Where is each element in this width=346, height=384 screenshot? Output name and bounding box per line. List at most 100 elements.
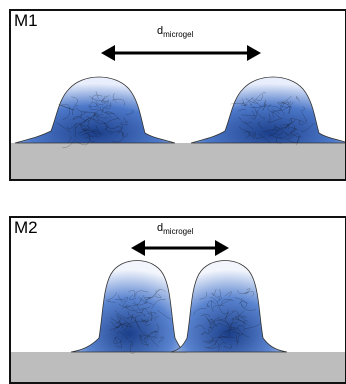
fiber-strand bbox=[209, 296, 219, 305]
fiber-strand bbox=[122, 296, 129, 307]
fiber-strand bbox=[115, 298, 125, 303]
fiber-strand bbox=[154, 289, 161, 295]
fiber-strand bbox=[144, 297, 151, 299]
fiber-strand bbox=[73, 123, 87, 127]
fiber-strand bbox=[241, 332, 250, 338]
arrow-head-left bbox=[101, 45, 115, 61]
fiber-strand bbox=[244, 134, 255, 139]
fiber-strand bbox=[271, 103, 285, 112]
fiber-strand bbox=[58, 104, 74, 111]
fiber-strand bbox=[144, 337, 149, 346]
distance-label: dmicrogel bbox=[157, 25, 194, 39]
fiber-strand bbox=[217, 298, 232, 308]
fiber-strand bbox=[208, 336, 224, 344]
fiber-strand bbox=[277, 101, 289, 103]
fiber-strand bbox=[290, 132, 299, 138]
fiber-strand bbox=[81, 131, 96, 136]
fiber-strand bbox=[87, 126, 93, 131]
fiber-strand bbox=[151, 298, 166, 309]
fiber-strand bbox=[282, 119, 295, 125]
fiber-strand bbox=[285, 124, 290, 130]
fiber-strand bbox=[290, 126, 298, 130]
fiber-strand bbox=[207, 342, 219, 349]
fiber-strand bbox=[230, 322, 238, 329]
fiber-strand bbox=[218, 329, 234, 339]
fiber-strand bbox=[194, 325, 205, 330]
fiber-strand bbox=[134, 317, 140, 327]
fiber-strand bbox=[241, 101, 247, 106]
fiber-strand bbox=[244, 320, 249, 323]
fiber-strand bbox=[206, 300, 216, 308]
fiber-strand bbox=[67, 123, 78, 130]
fiber-strand bbox=[130, 314, 134, 322]
fiber-strand bbox=[107, 300, 116, 303]
fiber-strand bbox=[289, 125, 295, 133]
fiber-network bbox=[56, 90, 315, 149]
fiber-strand bbox=[84, 119, 89, 127]
fiber-strand bbox=[93, 112, 100, 119]
fiber-strand bbox=[193, 308, 207, 315]
fiber-strand bbox=[140, 307, 144, 314]
fiber-strand bbox=[102, 102, 112, 110]
fiber-strand bbox=[146, 293, 157, 300]
microgel-left bbox=[14, 76, 176, 144]
fiber-strand bbox=[268, 127, 280, 137]
fiber-strand bbox=[241, 114, 256, 117]
fiber-strand bbox=[77, 128, 90, 134]
fiber-strand bbox=[95, 90, 99, 100]
fiber-strand bbox=[138, 296, 153, 305]
fiber-strand bbox=[217, 323, 224, 325]
fiber-strand bbox=[115, 341, 122, 348]
fiber-strand bbox=[114, 310, 130, 320]
fiber-strand bbox=[255, 137, 264, 140]
fiber-strand bbox=[134, 318, 146, 322]
fiber-strand bbox=[216, 319, 232, 327]
fiber-strand bbox=[145, 316, 151, 326]
fiber-strand bbox=[272, 110, 280, 118]
fiber-strand bbox=[211, 316, 220, 323]
fiber-strand bbox=[225, 325, 241, 335]
fiber-strand bbox=[242, 315, 247, 321]
fiber-strand bbox=[139, 306, 151, 311]
fiber-strand bbox=[90, 105, 99, 110]
fiber-strand bbox=[109, 130, 123, 136]
fiber-strand bbox=[217, 341, 226, 351]
fiber-strand bbox=[88, 133, 95, 143]
fiber-strand bbox=[94, 113, 109, 119]
fiber-strand bbox=[252, 99, 266, 108]
fiber-strand bbox=[236, 327, 244, 335]
fiber-strand bbox=[95, 125, 104, 135]
fiber-strand bbox=[216, 296, 222, 302]
fiber-strand bbox=[124, 117, 128, 124]
fiber-strand bbox=[218, 319, 229, 326]
fiber-strand bbox=[113, 324, 123, 332]
panel-m2-drawing bbox=[11, 240, 345, 382]
fiber-strand bbox=[301, 106, 306, 111]
fiber-strand bbox=[68, 136, 72, 144]
fiber-strand bbox=[101, 105, 111, 113]
fiber-strand bbox=[155, 293, 161, 298]
fiber-strand bbox=[205, 335, 214, 344]
fiber-strand bbox=[96, 114, 103, 121]
fiber-strand bbox=[236, 334, 241, 346]
fiber-strand bbox=[245, 98, 258, 104]
substrate bbox=[11, 143, 345, 179]
fiber-strand bbox=[204, 342, 218, 348]
fiber-strand bbox=[280, 101, 294, 108]
fiber-strand bbox=[199, 291, 207, 300]
fiber-strand bbox=[236, 334, 240, 343]
fiber-strand bbox=[120, 323, 128, 332]
fiber-strand bbox=[138, 327, 147, 338]
fiber-strand bbox=[84, 135, 98, 139]
fiber-strand bbox=[99, 106, 115, 114]
fiber-network bbox=[105, 288, 261, 354]
fiber-strand bbox=[234, 297, 242, 305]
fiber-strand bbox=[155, 289, 166, 293]
fiber-strand bbox=[127, 311, 141, 318]
fiber-strand bbox=[111, 98, 125, 106]
fiber-strand bbox=[140, 312, 146, 317]
panel-m1: M1 dmicrogel bbox=[9, 9, 346, 181]
arrow-head-right bbox=[247, 45, 261, 61]
fiber-strand bbox=[130, 343, 135, 354]
fiber-strand bbox=[133, 300, 149, 306]
